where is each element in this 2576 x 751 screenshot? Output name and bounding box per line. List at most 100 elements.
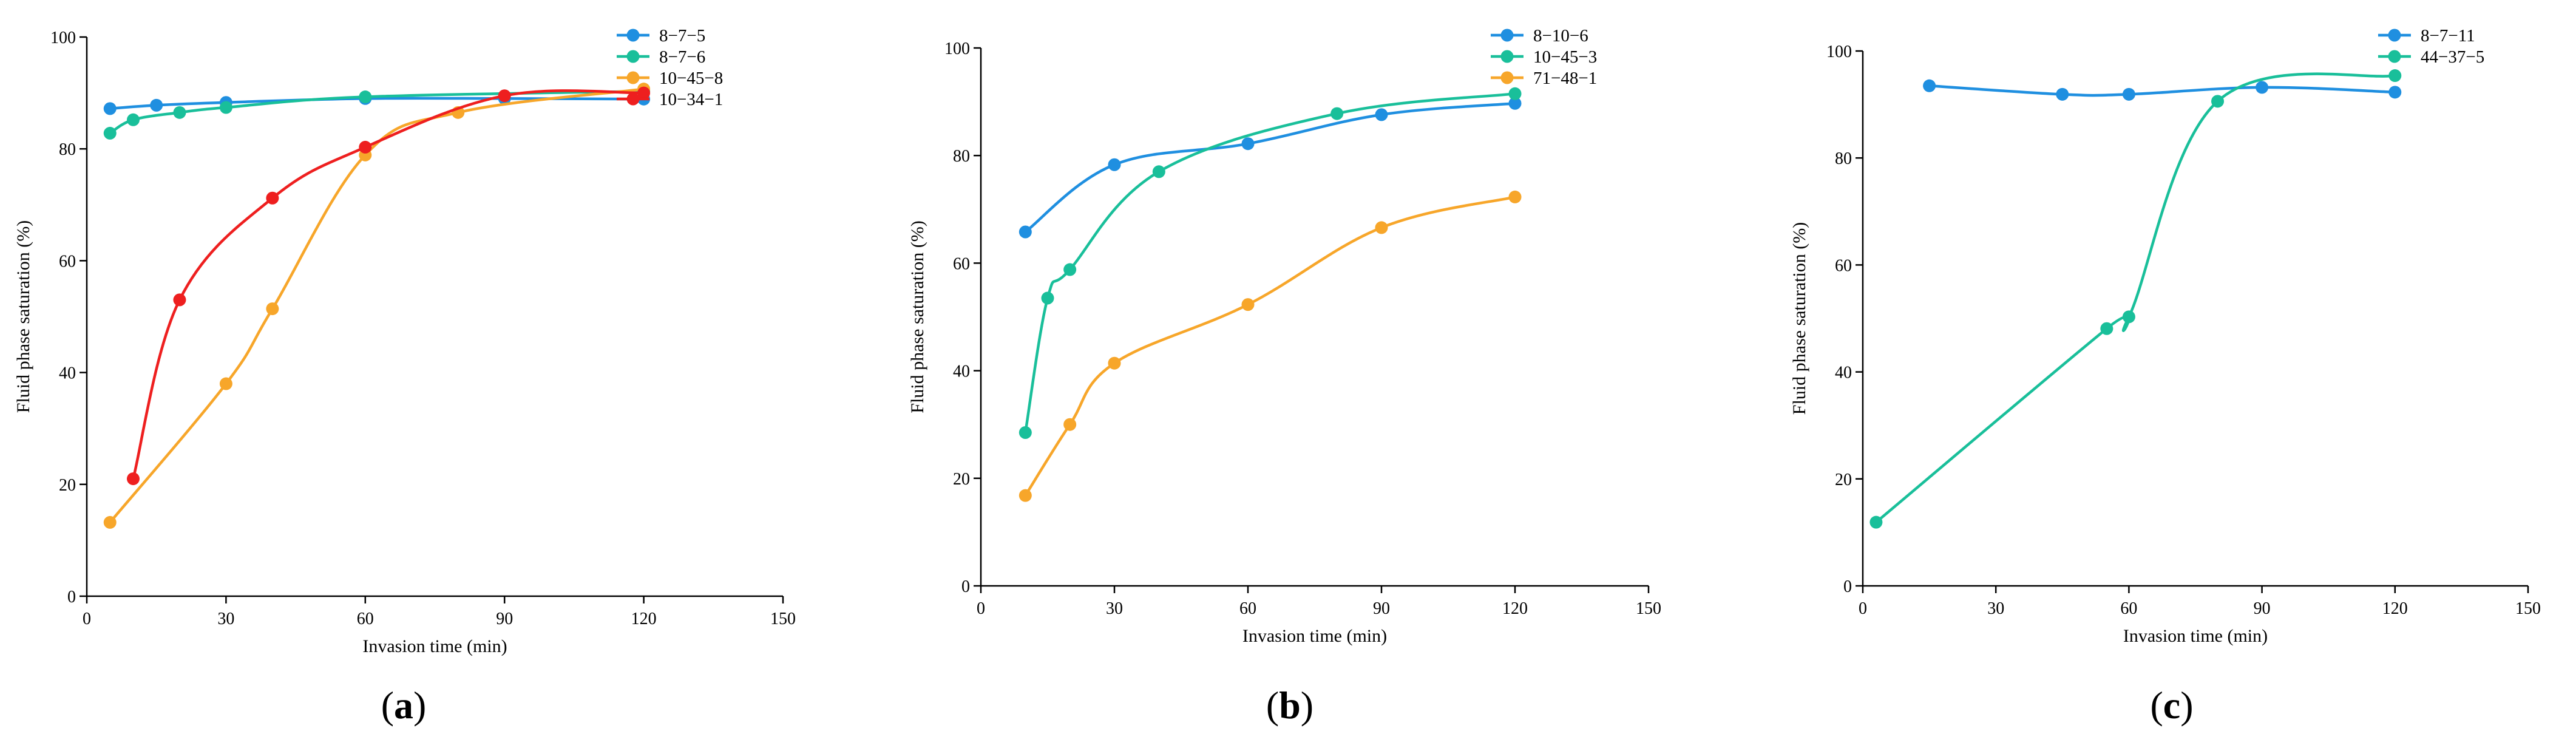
legend-marker (1500, 50, 1514, 63)
data-point (126, 472, 140, 486)
series-line (108, 87, 645, 524)
y-tick-label: 0 (67, 588, 76, 607)
data-point (219, 101, 232, 114)
y-tick-label: 20 (59, 476, 76, 495)
legend-marker (626, 92, 640, 106)
legend-item: 10−45−8 (617, 69, 723, 88)
chart-panel-b: 0 30 60 90 120 150 0 20 40 60 80 100 Invasion time (… (907, 26, 1661, 727)
data-point (173, 106, 186, 119)
legend-marker (626, 29, 640, 42)
x-tick-label: 60 (1239, 599, 1256, 618)
data-point (173, 293, 186, 307)
legend-item: 8−7−5 (617, 26, 705, 46)
legend-label: 8−10−6 (1533, 26, 1588, 46)
series-line (1874, 72, 2397, 524)
data-point (1375, 221, 1388, 234)
series-line (1024, 92, 1517, 434)
data-point (1019, 426, 1032, 439)
data-point (1019, 225, 1032, 239)
y-axis-title: Fluid phase saturation (%) (907, 220, 927, 413)
data-point (1375, 108, 1388, 121)
data-point (103, 126, 117, 140)
legend-item: 71−48−1 (1491, 69, 1597, 88)
x-tick-label: 60 (2120, 599, 2137, 618)
y-tick-label: 0 (961, 577, 970, 596)
panel-label: (c) (2150, 684, 2193, 727)
data-point (1108, 158, 1121, 171)
data-point (1508, 190, 1522, 203)
panel-label: (a) (381, 684, 427, 727)
series-line (1024, 102, 1517, 234)
x-axis-title: Invasion time (min) (2123, 626, 2268, 646)
x-tick-label: 0 (1859, 599, 1867, 618)
data-point (1152, 165, 1165, 178)
legend-label: 71−48−1 (1533, 69, 1597, 88)
y-tick-label: 0 (1843, 577, 1852, 596)
legend-item: 10−45−3 (1491, 47, 1597, 67)
x-tick-label: 60 (357, 610, 374, 628)
chart-panel-c: 0 30 60 90 120 150 0 20 40 60 80 100 Invasion time (… (1789, 26, 2541, 727)
y-tick-label: 60 (953, 254, 970, 273)
x-axis-title: Invasion time (min) (362, 636, 507, 656)
legend-item: 8−7−6 (617, 47, 705, 67)
x-tick-label: 30 (1987, 599, 2004, 618)
data-point (1041, 291, 1054, 305)
data-point (2388, 69, 2402, 83)
legend-marker (2388, 50, 2401, 63)
data-point (266, 191, 279, 205)
x-tick-label: 120 (2382, 599, 2408, 618)
x-tick-label: 0 (977, 599, 985, 618)
x-tick-label: 90 (1373, 599, 1390, 618)
legend-marker (1500, 71, 1514, 84)
series-3 (103, 83, 651, 529)
legend: 8−10−610−45−3 71−48−1 (1491, 26, 1597, 88)
x-tick-label: 150 (770, 610, 796, 628)
data-point (2056, 87, 2069, 101)
data-point (1923, 79, 1936, 92)
data-point (1330, 107, 1344, 120)
legend-label: 8−7−6 (659, 47, 705, 67)
legend-marker (1500, 29, 1514, 42)
data-point (2388, 86, 2402, 99)
legend-label: 8−7−11 (2421, 26, 2475, 46)
x-axis-title: Invasion time (min) (1242, 626, 1387, 646)
x-tick-label: 150 (2515, 599, 2541, 618)
legend-item: 8−7−11 (2378, 26, 2475, 46)
y-tick-label: 80 (953, 147, 970, 166)
series-1 (1019, 97, 1522, 239)
legend-marker (2388, 29, 2401, 42)
legend-label: 10−34−1 (659, 90, 723, 109)
legend-item: 8−10−6 (1491, 26, 1588, 46)
data-point (1508, 87, 1522, 100)
series-2 (1019, 87, 1522, 439)
data-point (1869, 515, 1883, 529)
x-tick-label: 120 (1502, 599, 1528, 618)
y-tick-label: 20 (953, 470, 970, 489)
data-point (266, 302, 279, 316)
series-2 (103, 84, 651, 140)
data-point (1108, 356, 1121, 370)
series-line (108, 97, 645, 110)
chart-panel-a: 0 30 60 90 120 150 0 20 40 60 80 100 Invasion time (… (13, 26, 796, 727)
y-tick-label: 40 (59, 364, 76, 383)
legend-label: 10−45−8 (659, 69, 723, 88)
x-tick-label: 0 (83, 610, 91, 628)
data-point (359, 140, 372, 154)
legend-item: 44−37−5 (2378, 47, 2484, 67)
legend-marker (626, 50, 640, 63)
legend-marker (626, 71, 640, 84)
series-line (132, 89, 645, 480)
data-point (2122, 87, 2135, 101)
data-point (1241, 137, 1255, 151)
y-tick-label: 40 (953, 362, 970, 381)
data-point (498, 89, 511, 103)
x-tick-label: 30 (217, 610, 234, 628)
x-tick-label: 150 (1636, 599, 1661, 618)
data-point (2122, 310, 2135, 324)
data-point (1063, 418, 1077, 431)
y-tick-label: 100 (50, 29, 76, 47)
legend-label: 10−45−3 (1533, 47, 1597, 67)
series-2 (1869, 69, 2402, 529)
data-point (219, 377, 232, 390)
